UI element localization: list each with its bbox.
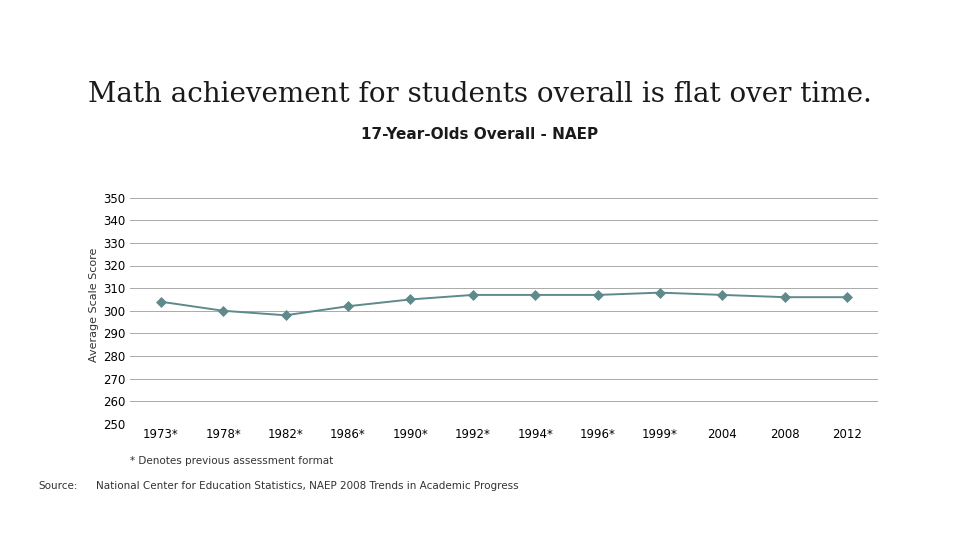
Text: Math achievement for students overall is flat over time.: Math achievement for students overall is… (88, 81, 872, 108)
Text: © 2017 THE EDUCATION TRUST: © 2017 THE EDUCATION TRUST (691, 516, 936, 529)
Y-axis label: Average Scale Score: Average Scale Score (89, 248, 99, 362)
Text: National Center for Education Statistics, NAEP 2008 Trends in Academic Progress: National Center for Education Statistics… (96, 481, 518, 491)
Text: * Denotes previous assessment format: * Denotes previous assessment format (130, 456, 333, 467)
Text: 17-Year-Olds Overall - NAEP: 17-Year-Olds Overall - NAEP (361, 127, 599, 142)
Text: Source:: Source: (38, 481, 78, 491)
